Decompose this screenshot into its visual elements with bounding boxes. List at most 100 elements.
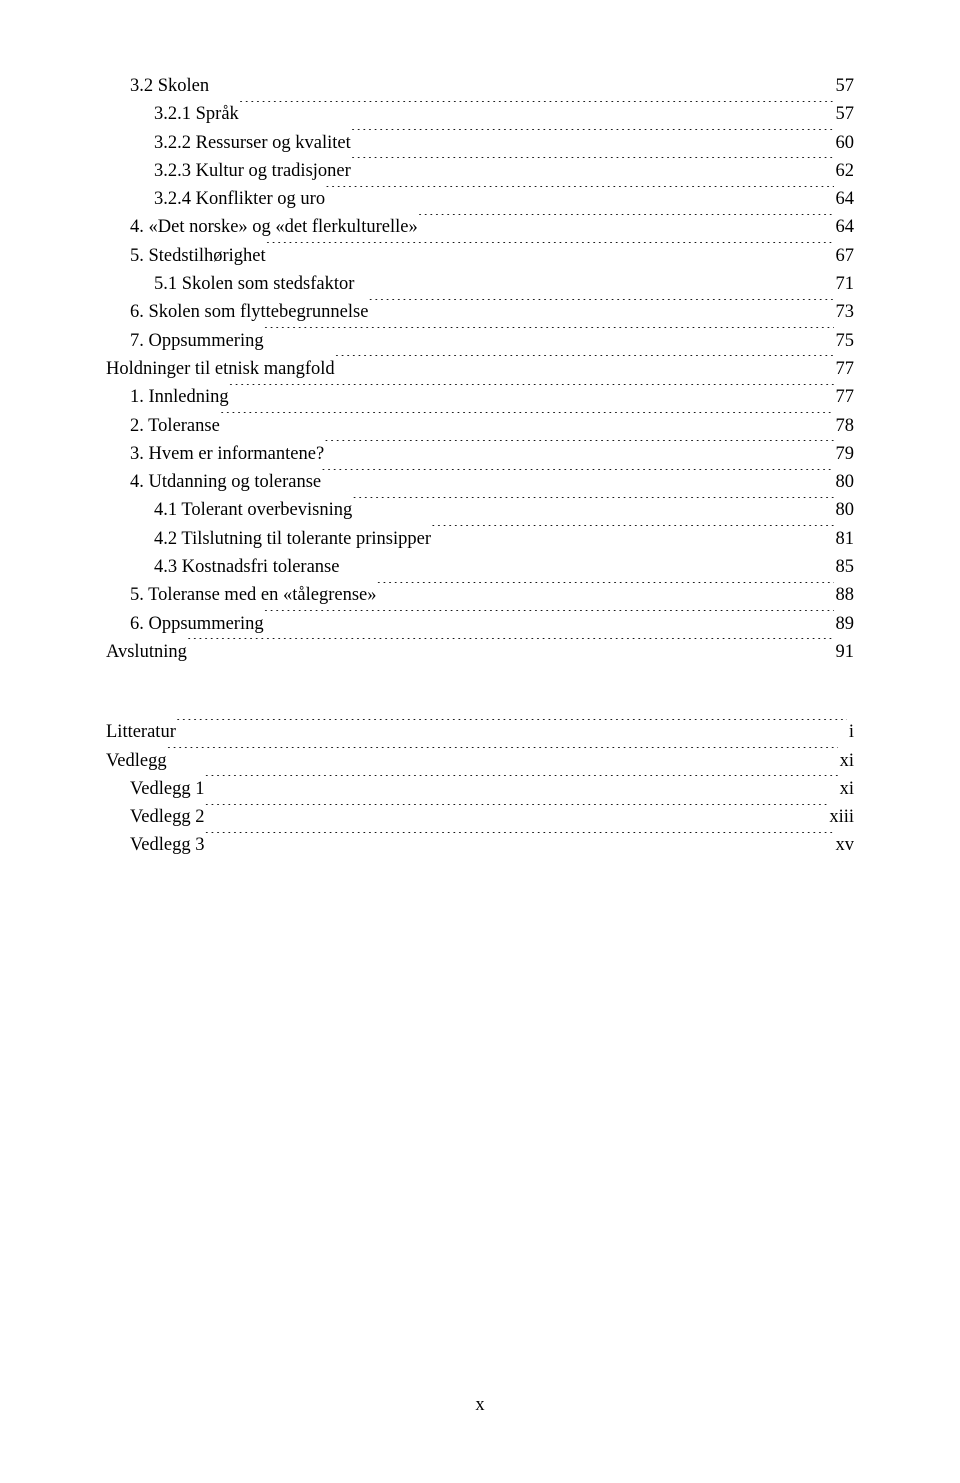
- toc-leader: [209, 73, 833, 92]
- toc-page: 85: [834, 553, 855, 581]
- toc-label: Vedlegg 1: [130, 775, 205, 803]
- toc-leader: [321, 469, 833, 488]
- toc-entry: Vedlegg xi: [106, 747, 854, 775]
- toc-entry: Holdninger til etnisk mangfold 77: [106, 355, 854, 383]
- table-of-contents: 3.2 Skolen 57 3.2.1 Språk 57 3.2.2 Ressu…: [106, 72, 854, 860]
- toc-leader: [351, 129, 834, 148]
- toc-page: 71: [834, 270, 855, 298]
- toc-label: 3.2.2 Ressurser og kvalitet: [154, 129, 351, 157]
- toc-entry: Litteratur i: [106, 718, 854, 746]
- toc-label: Vedlegg 2: [130, 803, 205, 831]
- toc-leader: [339, 554, 833, 573]
- toc-leader: [264, 327, 834, 346]
- toc-page: xi: [838, 747, 854, 775]
- toc-leader: [239, 101, 834, 120]
- toc-page: 57: [834, 72, 855, 100]
- toc-label: 3. Hvem er informantene?: [130, 440, 324, 468]
- toc-page: 79: [834, 440, 855, 468]
- toc-leader: [167, 747, 838, 766]
- toc-page: 62: [834, 157, 855, 185]
- toc-leader: [352, 497, 833, 516]
- toc-entry: 4. «Det norske» og «det flerkulturelle» …: [106, 213, 854, 241]
- page-number-footer: x: [0, 1391, 960, 1419]
- toc-entry: 4.1 Tolerant overbevisning 80: [106, 496, 854, 524]
- toc-label: Litteratur: [106, 718, 176, 746]
- toc-label: 3.2.1 Språk: [154, 100, 239, 128]
- toc-label: 4.1 Tolerant overbevisning: [154, 496, 352, 524]
- toc-leader: [176, 719, 847, 738]
- toc-leader: [266, 242, 834, 261]
- toc-entry: 3.2.1 Språk 57: [106, 100, 854, 128]
- toc-entry: 3.2.3 Kultur og tradisjoner 62: [106, 157, 854, 185]
- toc-leader: [205, 832, 834, 851]
- toc-page: 57: [834, 100, 855, 128]
- toc-page: xiii: [827, 803, 854, 831]
- toc-label: Holdninger til etnisk mangfold: [106, 355, 335, 383]
- toc-leader: [354, 271, 833, 290]
- toc-label: 5. Toleranse med en «tålegrense»: [130, 581, 376, 609]
- toc-page: 75: [834, 327, 855, 355]
- toc-label: 4.3 Kostnadsfri toleranse: [154, 553, 339, 581]
- toc-entry: 6. Skolen som flyttebegrunnelse 73: [106, 298, 854, 326]
- toc-entry: 1. Innledning 77: [106, 383, 854, 411]
- toc-entry: 5. Toleranse med en «tålegrense» 88: [106, 581, 854, 609]
- toc-label: Vedlegg: [106, 747, 167, 775]
- toc-page: xv: [834, 831, 855, 859]
- toc-label: 4. Utdanning og toleranse: [130, 468, 321, 496]
- toc-leader: [376, 582, 833, 601]
- toc-leader: [205, 804, 828, 823]
- toc-page: 64: [834, 213, 855, 241]
- toc-page: 60: [834, 129, 855, 157]
- toc-entry: 3.2 Skolen 57: [106, 72, 854, 100]
- toc-leader: [418, 214, 834, 233]
- toc-entry: 7. Oppsummering 75: [106, 327, 854, 355]
- toc-leader: [205, 775, 838, 794]
- toc-entry: 4.3 Kostnadsfri toleranse 85: [106, 553, 854, 581]
- toc-page: 67: [834, 242, 855, 270]
- toc-label: 3.2 Skolen: [130, 72, 209, 100]
- toc-label: 3.2.3 Kultur og tradisjoner: [154, 157, 351, 185]
- toc-page: 88: [834, 581, 855, 609]
- toc-leader: [187, 638, 834, 657]
- toc-leader: [368, 299, 833, 318]
- toc-page: xi: [838, 775, 854, 803]
- toc-page: i: [847, 718, 854, 746]
- toc-entry: 4.2 Tilslutning til tolerante prinsipper…: [106, 525, 854, 553]
- toc-label: 7. Oppsummering: [130, 327, 264, 355]
- toc-leader: [324, 440, 833, 459]
- toc-entry: 6. Oppsummering 89: [106, 610, 854, 638]
- toc-label: 5. Stedstilhørighet: [130, 242, 266, 270]
- toc-label: 3.2.4 Konflikter og uro: [154, 185, 325, 213]
- toc-page: 77: [834, 355, 855, 383]
- toc-label: Avslutning: [106, 638, 187, 666]
- section-gap: [106, 666, 854, 718]
- toc-page: 89: [834, 610, 855, 638]
- toc-entry: 3. Hvem er informantene? 79: [106, 440, 854, 468]
- toc-label: Vedlegg 3: [130, 831, 205, 859]
- toc-entry: 5. Stedstilhørighet 67: [106, 242, 854, 270]
- toc-page: 78: [834, 412, 855, 440]
- toc-page: 64: [834, 185, 855, 213]
- toc-leader: [335, 355, 834, 374]
- toc-entry: Vedlegg 1 xi: [106, 775, 854, 803]
- toc-page: 81: [834, 525, 855, 553]
- toc-entry: 2. Toleranse 78: [106, 412, 854, 440]
- toc-leader: [325, 186, 833, 205]
- toc-entry: 3.2.2 Ressurser og kvalitet 60: [106, 129, 854, 157]
- toc-label: 4.2 Tilslutning til tolerante prinsipper: [154, 525, 431, 553]
- toc-entry: 5.1 Skolen som stedsfaktor 71: [106, 270, 854, 298]
- toc-page: 80: [834, 496, 855, 524]
- toc-label: 6. Oppsummering: [130, 610, 264, 638]
- toc-leader: [431, 525, 834, 544]
- toc-leader: [229, 384, 834, 403]
- toc-leader: [351, 157, 834, 176]
- toc-entry: Vedlegg 2 xiii: [106, 803, 854, 831]
- toc-entry: Vedlegg 3 xv: [106, 831, 854, 859]
- toc-page: 73: [834, 298, 855, 326]
- toc-label: 5.1 Skolen som stedsfaktor: [154, 270, 354, 298]
- toc-label: 2. Toleranse: [130, 412, 220, 440]
- toc-page: 91: [834, 638, 855, 666]
- toc-page: 80: [834, 468, 855, 496]
- toc-entry: 3.2.4 Konflikter og uro 64: [106, 185, 854, 213]
- toc-label: 1. Innledning: [130, 383, 229, 411]
